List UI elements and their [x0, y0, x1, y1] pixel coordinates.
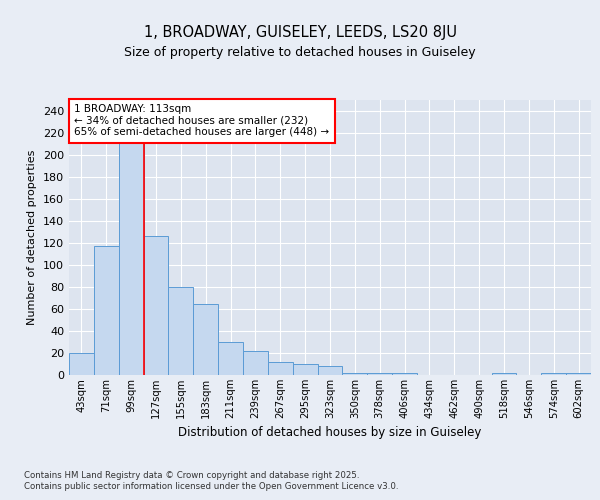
Bar — [169, 287, 193, 375]
Bar — [491, 373, 517, 375]
Bar — [367, 373, 392, 375]
Bar — [119, 122, 143, 375]
Bar — [268, 362, 293, 375]
Text: 1 BROADWAY: 113sqm
← 34% of detached houses are smaller (232)
65% of semi-detach: 1 BROADWAY: 113sqm ← 34% of detached hou… — [74, 104, 329, 138]
Bar — [566, 373, 591, 375]
X-axis label: Distribution of detached houses by size in Guiseley: Distribution of detached houses by size … — [178, 426, 482, 440]
Text: Contains HM Land Registry data © Crown copyright and database right 2025.
Contai: Contains HM Land Registry data © Crown c… — [24, 472, 398, 490]
Bar — [243, 351, 268, 375]
Bar — [343, 373, 367, 375]
Text: 1, BROADWAY, GUISELEY, LEEDS, LS20 8JU: 1, BROADWAY, GUISELEY, LEEDS, LS20 8JU — [143, 25, 457, 40]
Bar — [69, 353, 94, 375]
Bar — [94, 246, 119, 375]
Bar — [541, 373, 566, 375]
Text: Size of property relative to detached houses in Guiseley: Size of property relative to detached ho… — [124, 46, 476, 59]
Bar — [218, 342, 243, 375]
Bar — [317, 366, 343, 375]
Bar — [143, 236, 169, 375]
Y-axis label: Number of detached properties: Number of detached properties — [28, 150, 37, 325]
Bar — [193, 304, 218, 375]
Bar — [392, 373, 417, 375]
Bar — [293, 364, 317, 375]
